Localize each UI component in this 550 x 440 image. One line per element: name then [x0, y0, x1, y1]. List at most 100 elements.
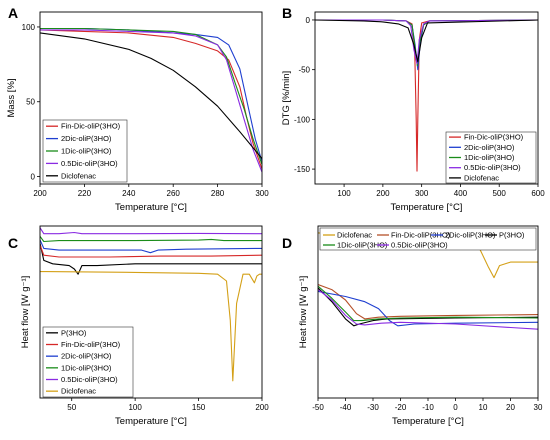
y-tick-label: -50: [298, 66, 310, 75]
plot-frame: [39, 11, 263, 185]
legend-entry: 1Dic-oliP(3HO): [337, 241, 388, 250]
legend-entry: 1Dic-oliP(3HO): [61, 147, 112, 156]
legend-entry: 2Dic-oliP(3HO): [464, 143, 515, 152]
series-line-2dic-olip-3ho-: [40, 239, 262, 254]
legend-entry: 0.5Dic-oliP(3HO): [464, 163, 521, 172]
y-axis-label: DTG [%/min]: [281, 71, 292, 125]
legend: Fin-Dic-oliP(3HO) 2Dic-oliP(3HO) 1Dic-oliP…: [42, 119, 128, 183]
x-tick-label: 0: [453, 403, 458, 412]
y-tick-label: -100: [294, 115, 311, 124]
x-tick-label: 240: [122, 189, 136, 198]
x-tick-label: 200: [33, 189, 47, 198]
series-line-1dic-olip-3ho-: [40, 235, 262, 243]
y-tick-label: 0: [306, 16, 311, 25]
x-tick-label: 100: [337, 189, 351, 198]
series-group: [315, 19, 538, 172]
x-tick-label: -40: [340, 403, 352, 412]
y-tick-label: 50: [26, 98, 35, 107]
x-axis-label: Temperature [°C]: [115, 202, 187, 213]
legend: Fin-Dic-oliP(3HO)2Dic-oliP(3HO)1Dic-oliP…: [445, 131, 537, 184]
legend-box: [42, 326, 134, 398]
series-line-0-5dic-olip-3ho-: [40, 227, 262, 235]
series-line-fin-dic-olip-3ho-: [40, 244, 262, 258]
x-tick-label: 20: [506, 403, 515, 412]
series-group: [40, 27, 262, 173]
legend-entry: 2Dic-oliP(3HO): [61, 352, 112, 361]
panel-label: B: [282, 5, 292, 21]
legend-entry: Fin-Dic-oliP(3HO): [61, 340, 121, 349]
legend-entry: 1Dic-oliP(3HO): [464, 153, 515, 162]
x-tick-label: -10: [422, 403, 434, 412]
legend-entry: Diclofenac: [61, 171, 96, 180]
plot-frame: [39, 225, 263, 399]
legend-entry: Diclofenac: [337, 231, 372, 240]
x-axis-label: Temperature [°C]: [115, 416, 187, 427]
panel-label: D: [282, 235, 292, 251]
series-line-p-3ho-: [40, 243, 262, 275]
series-line-2dic-olip-3ho-: [315, 19, 538, 71]
legend-entry: 2Dic-oliP(3HO): [61, 134, 112, 143]
x-tick-label: 260: [167, 189, 181, 198]
legend-entry: Fin-Dic-oliP(3HO): [464, 133, 524, 142]
x-tick-label: -50: [312, 403, 324, 412]
y-axis-label: Heat flow [W g⁻¹]: [20, 276, 31, 349]
legend-entry: Fin-Dic-oliP(3HO): [391, 231, 451, 240]
legend-entry: Diclofenac: [464, 173, 499, 182]
x-axis-label: Temperature [°C]: [391, 202, 463, 213]
x-axis-label: Temperature [°C]: [392, 416, 464, 427]
x-tick-label: 400: [454, 189, 468, 198]
y-tick-label: -150: [294, 165, 311, 174]
legend-entry: Fin-Dic-oliP(3HO): [61, 122, 121, 131]
series-line-0-5dic-olip-3ho-: [315, 19, 538, 65]
legend-entry: P(3HO): [499, 231, 525, 240]
legend-entry: Diclofenac: [61, 387, 96, 396]
legend-entry: 1Dic-oliP(3HO): [61, 363, 112, 372]
legend-entry: 0.5Dic-oliP(3HO): [61, 375, 118, 384]
y-axis-label: Mass [%]: [6, 78, 17, 117]
plot-frame: [314, 11, 539, 185]
x-tick-label: 200: [255, 403, 269, 412]
legend-box: [445, 131, 537, 184]
series-line-diclofenac: [40, 271, 262, 382]
x-tick-label: 200: [376, 189, 390, 198]
series-line-0-5dic-olip-3ho-: [318, 289, 538, 330]
x-tick-label: -20: [395, 403, 407, 412]
x-tick-label: 280: [211, 189, 225, 198]
legend-entry: P(3HO): [61, 328, 87, 337]
x-tick-label: 50: [67, 403, 76, 412]
series-line-2dic-olip-3ho-: [318, 290, 538, 327]
legend-box: [319, 227, 537, 251]
legend-entry: 0.5Dic-oliP(3HO): [391, 241, 448, 250]
legend-entry: 2Dic-oliP(3HO): [445, 231, 496, 240]
panel-a: A 200 220 240 260 280 300 0 50 100 Temperature [°C…: [6, 5, 269, 213]
y-tick-label: 0: [31, 173, 36, 182]
panel-label: A: [8, 5, 18, 21]
x-tick-label: 10: [479, 403, 488, 412]
panel-b: B 100 200 300 400 500 600 0 -50 -100 -150 Temperatu…: [281, 5, 545, 213]
legend: Diclofenac Fin-Dic-oliP(3HO)2Dic-oliP(3HO…: [319, 227, 537, 251]
x-tick-label: 300: [255, 189, 269, 198]
panel-label: C: [8, 235, 18, 251]
series-line-fin-dic-olip-3ho-: [318, 283, 538, 320]
x-tick-label: 150: [192, 403, 206, 412]
y-tick-label: 100: [22, 23, 36, 32]
x-tick-label: 300: [415, 189, 429, 198]
legend: P(3HO) Fin-Dic-oliP(3HO) 2Dic-oliP(3HO) 1Di…: [42, 326, 134, 398]
panel-c: C 50 100 150 200 Temperature [°C] Heat flow [W…: [8, 225, 269, 427]
y-axis-label: Heat flow [W g⁻¹]: [298, 276, 309, 349]
plot-frame: [317, 225, 539, 399]
series-group: [40, 227, 262, 382]
x-tick-label: 600: [531, 189, 545, 198]
x-tick-label: 100: [128, 403, 142, 412]
series-line-0-5dic-olip-3ho-: [40, 29, 262, 173]
series-line-diclofenac: [40, 32, 262, 159]
legend-entry: 0.5Dic-oliP(3HO): [61, 159, 118, 168]
x-tick-label: 500: [493, 189, 507, 198]
panel-d: D -50 -40 -30 -20 -10 0 10 20 30 Temperature [°C] H…: [282, 225, 543, 427]
series-line-diclofenac: [315, 19, 538, 63]
x-tick-label: 220: [78, 189, 92, 198]
series-line-1dic-olip-3ho-: [318, 285, 538, 322]
x-tick-label: -30: [367, 403, 379, 412]
x-tick-label: 30: [534, 403, 543, 412]
